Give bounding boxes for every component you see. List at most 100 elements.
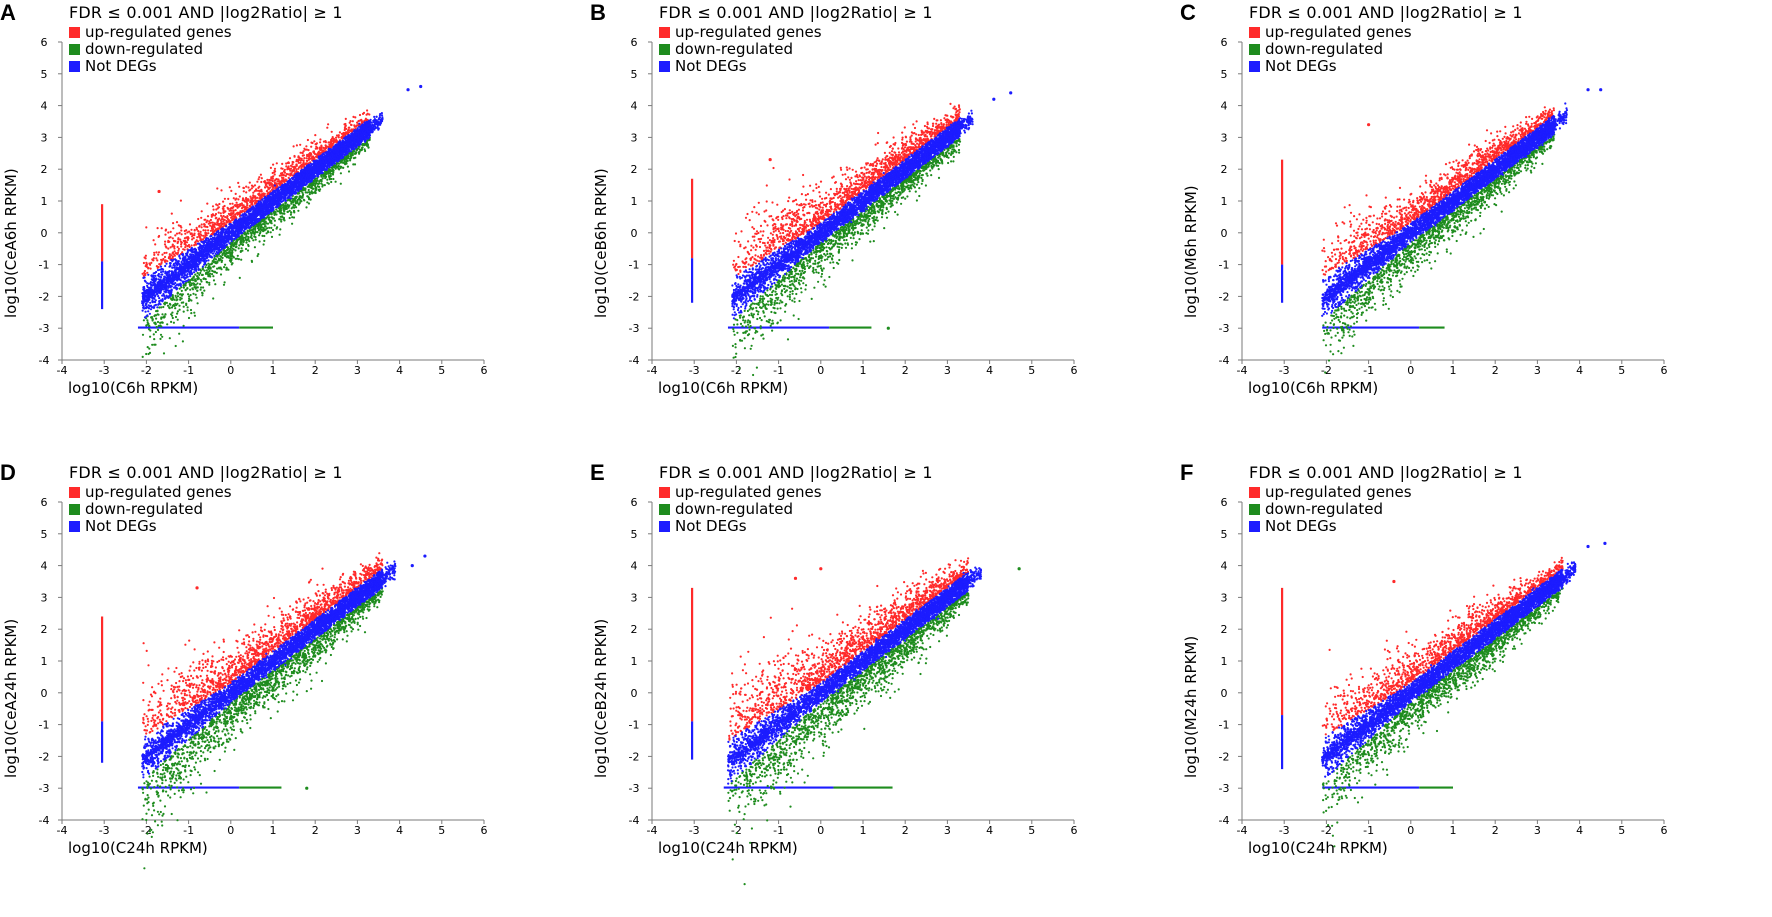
- scatter-point: [327, 123, 330, 126]
- scatter-point: [270, 226, 273, 229]
- scatter-point: [210, 263, 213, 266]
- scatter-point: [194, 293, 197, 296]
- scatter-point: [306, 201, 309, 204]
- scatter-point: [172, 239, 176, 242]
- scatter-point: [347, 170, 351, 173]
- scatter-point: [235, 201, 238, 204]
- scatter-point: [311, 192, 314, 195]
- scatter-point: [260, 190, 263, 193]
- scatter-point: [155, 265, 158, 268]
- scatter-point: [231, 244, 234, 247]
- scatter-point: [262, 243, 265, 246]
- scatter-point: [145, 352, 148, 356]
- scatter-point: [344, 157, 348, 160]
- scatter-point: [353, 163, 357, 166]
- scatter-point: [147, 352, 150, 356]
- scatter-point: [321, 185, 324, 188]
- scatter-point: [186, 309, 189, 312]
- scatter-point: [155, 310, 158, 313]
- scatter-point: [273, 224, 276, 227]
- scatter-point: [333, 164, 336, 167]
- scatter-point: [295, 196, 298, 199]
- scatter-point: [143, 316, 147, 319]
- scatter-point: [363, 119, 366, 122]
- scatter-point: [245, 241, 248, 244]
- scatter-point: [149, 308, 153, 311]
- scatter-point: [344, 122, 347, 126]
- scatter-point: [169, 262, 172, 265]
- scatter-point: [223, 252, 226, 255]
- scatter-point: [203, 218, 206, 221]
- scatter-point: [348, 121, 351, 124]
- scatter-point: [329, 142, 332, 145]
- scatter-point: [247, 198, 250, 201]
- scatter-point: [223, 254, 226, 257]
- scatter-point: [297, 161, 300, 164]
- scatter-point: [342, 166, 345, 169]
- scatter-point: [187, 243, 191, 247]
- scatter-point: [317, 182, 320, 185]
- scatter-point: [273, 213, 276, 216]
- scatter-point: [322, 173, 325, 176]
- scatter-point: [273, 169, 276, 172]
- scatter-point: [153, 253, 156, 256]
- scatter-point: [262, 228, 265, 231]
- scatter-point: [150, 316, 153, 319]
- scatter-point: [178, 254, 181, 257]
- scatter-point: [183, 277, 186, 280]
- scatter-point: [362, 143, 365, 146]
- scatter-point: [159, 333, 163, 336]
- scatter-point: [297, 158, 300, 161]
- scatter-point: [253, 190, 256, 193]
- scatter-point: [149, 329, 152, 332]
- scatter-point: [239, 204, 242, 207]
- scatter-point: [200, 244, 204, 247]
- scatter-point: [295, 168, 298, 171]
- scatter-point: [292, 145, 295, 148]
- scatter-point: [229, 248, 232, 251]
- scatter-point: [252, 185, 255, 188]
- scatter-point: [315, 188, 318, 191]
- scatter-point: [250, 259, 253, 262]
- scatter-point: [236, 203, 239, 206]
- scatter-point: [164, 240, 167, 243]
- scatter-point: [155, 314, 158, 317]
- scatter-point: [260, 180, 263, 184]
- scatter-point: [349, 150, 353, 153]
- scatter-point: [196, 302, 199, 305]
- scatter-point: [177, 249, 180, 252]
- scatter-point: [346, 159, 349, 162]
- scatter-point: [286, 199, 289, 202]
- x-tick-label: 6: [481, 364, 488, 377]
- scatter-point: [157, 272, 160, 276]
- scatter-point: [157, 295, 160, 298]
- scatter-point: [161, 270, 165, 273]
- scatter-point: [211, 205, 215, 208]
- scatter-point: [234, 241, 237, 244]
- scatter-point: [334, 180, 337, 183]
- scatter-point: [364, 117, 367, 120]
- scatter-point: [210, 221, 214, 224]
- scatter-point: [258, 176, 261, 179]
- scatter-point: [220, 189, 223, 192]
- scatter-point: [174, 281, 177, 285]
- scatter-point: [319, 138, 322, 141]
- scatter-point: [208, 220, 211, 223]
- scatter-point: [344, 117, 347, 120]
- scatter-point: [180, 289, 183, 292]
- scatter-point: [205, 271, 208, 274]
- scatter-point: [159, 303, 162, 306]
- scatter-point: [171, 260, 174, 263]
- y-tick-label: -3: [39, 322, 50, 335]
- scatter-point: [231, 249, 234, 252]
- scatter-point: [278, 233, 281, 236]
- scatter-point: [242, 230, 245, 233]
- scatter-point: [189, 288, 192, 291]
- scatter-point: [147, 273, 150, 276]
- scatter-point: [245, 208, 248, 211]
- scatter-point: [229, 213, 232, 216]
- scatter-point: [284, 205, 287, 208]
- scatter-point: [179, 284, 182, 287]
- scatter-point: [142, 319, 145, 322]
- scatter-point: [181, 251, 184, 254]
